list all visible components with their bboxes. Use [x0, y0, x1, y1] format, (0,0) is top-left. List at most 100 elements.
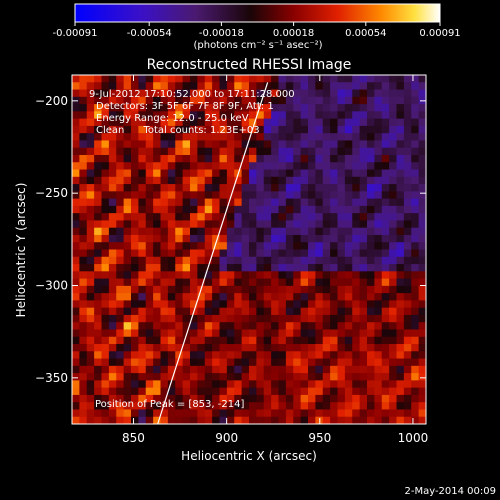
- heatmap-cell: [256, 154, 265, 163]
- heatmap-cell: [123, 234, 132, 243]
- heatmap-cell: [263, 118, 272, 127]
- heatmap-cell: [352, 387, 361, 396]
- heatmap-cell: [79, 278, 88, 287]
- heatmap-cell: [359, 191, 368, 200]
- colorbar: -0.00091 -0.00054 -0.00018 0.00018 0.00054 0.…: [53, 3, 461, 51]
- heatmap-cell: [271, 373, 280, 381]
- heatmap-cell: [94, 176, 103, 185]
- heatmap-cell: [116, 118, 125, 127]
- heatmap-cell: [131, 140, 139, 149]
- heatmap-cell: [204, 133, 213, 142]
- heatmap-cell: [123, 264, 132, 272]
- heatmap-cell: [167, 271, 176, 280]
- heatmap-cell: [212, 96, 221, 105]
- heatmap-cell: [278, 176, 287, 185]
- heatmap-cell: [175, 329, 184, 338]
- heatmap-cell: [234, 125, 243, 134]
- heatmap-cell: [116, 205, 125, 214]
- heatmap-cell: [72, 111, 80, 120]
- heatmap-cell: [160, 394, 169, 403]
- heatmap-cell: [219, 234, 228, 243]
- heatmap-cell: [175, 205, 184, 214]
- heatmap-cell: [359, 293, 368, 301]
- heatmap-cell: [344, 111, 353, 120]
- heatmap-cell: [308, 351, 316, 360]
- heatmap-cell: [182, 387, 191, 396]
- heatmap-cell: [219, 205, 228, 214]
- heatmap-cell: [249, 300, 257, 309]
- axis-ticks: 850 900 950 1000−200−250−300−350: [35, 75, 428, 445]
- heatmap-cell: [72, 300, 80, 309]
- heatmap-cell: [86, 278, 95, 287]
- heatmap-cell: [241, 351, 250, 360]
- colorbar-tick-label: 0.00091: [419, 28, 460, 39]
- heatmap-cell: [263, 249, 272, 258]
- heatmap-cell: [381, 314, 390, 323]
- heatmap-cell: [226, 329, 235, 338]
- heatmap-cell: [190, 140, 198, 149]
- heatmap-cell: [175, 344, 184, 352]
- heatmap-cell: [145, 242, 154, 251]
- heatmap-cell: [278, 358, 287, 367]
- heatmap-cell: [116, 104, 125, 112]
- heatmap-cell: [160, 344, 169, 352]
- heatmap-cell: [234, 147, 243, 156]
- heatmap-cell: [359, 111, 368, 120]
- heatmap-cell: [337, 242, 346, 251]
- heatmap-cell: [374, 329, 383, 338]
- heatmap-cell: [86, 394, 95, 403]
- heatmap-cell: [108, 176, 117, 185]
- heatmap-cell: [123, 220, 132, 229]
- heatmap-cell: [241, 104, 250, 112]
- heatmap-cell: [367, 184, 375, 192]
- heatmap-cell: [322, 220, 331, 229]
- heatmap-cell: [374, 278, 383, 287]
- heatmap-cell: [116, 147, 125, 156]
- heatmap-cell: [72, 358, 80, 367]
- heatmap-cell: [108, 358, 117, 367]
- heatmap-cell: [160, 198, 169, 207]
- heatmap-cell: [271, 162, 280, 171]
- colorbar-tick-label: -0.00018: [199, 28, 244, 39]
- heatmap-cell: [175, 111, 184, 120]
- heatmap-cell: [101, 264, 110, 272]
- heatmap-cell: [138, 75, 147, 83]
- heatmap-cell: [190, 409, 198, 418]
- heatmap-cell: [138, 154, 147, 163]
- heatmap-cell: [285, 344, 294, 352]
- heatmap-cell: [190, 169, 198, 178]
- heatmap-cell: [219, 293, 228, 301]
- heatmap-cell: [123, 285, 132, 294]
- heatmap-cell: [131, 409, 139, 418]
- heatmap-cell: [79, 242, 88, 251]
- heatmap-cell: [256, 89, 265, 98]
- heatmap-cell: [403, 387, 412, 396]
- heatmap-cell: [389, 162, 398, 171]
- heatmap-cell: [285, 104, 294, 112]
- heatmap-cell: [263, 387, 272, 396]
- heatmap-cell: [131, 351, 139, 360]
- heatmap-cell: [285, 75, 294, 83]
- heatmap-cell: [411, 96, 420, 105]
- heatmap-cell: [241, 133, 250, 142]
- heatmap-cell: [153, 293, 162, 301]
- heatmap-cell: [285, 256, 294, 265]
- heatmap-cell: [411, 271, 420, 280]
- heatmap-cell: [352, 198, 361, 207]
- heatmap-cell: [226, 184, 235, 192]
- heatmap-cell: [175, 264, 184, 272]
- heatmap-cell: [411, 373, 420, 381]
- heatmap-cell: [352, 271, 361, 280]
- heatmap-cell: [418, 322, 426, 331]
- heatmap-cell: [256, 242, 265, 251]
- heatmap-cell: [308, 314, 316, 323]
- heatmap-cell: [145, 256, 154, 265]
- heatmap-cell: [116, 89, 125, 98]
- heatmap-cell: [278, 271, 287, 280]
- heatmap-cell: [293, 293, 302, 301]
- heatmap-cell: [226, 307, 235, 316]
- heatmap-cell: [271, 133, 280, 142]
- heatmap-cell: [153, 380, 162, 389]
- heatmap-cell: [389, 82, 398, 91]
- heatmap-cell: [94, 198, 103, 207]
